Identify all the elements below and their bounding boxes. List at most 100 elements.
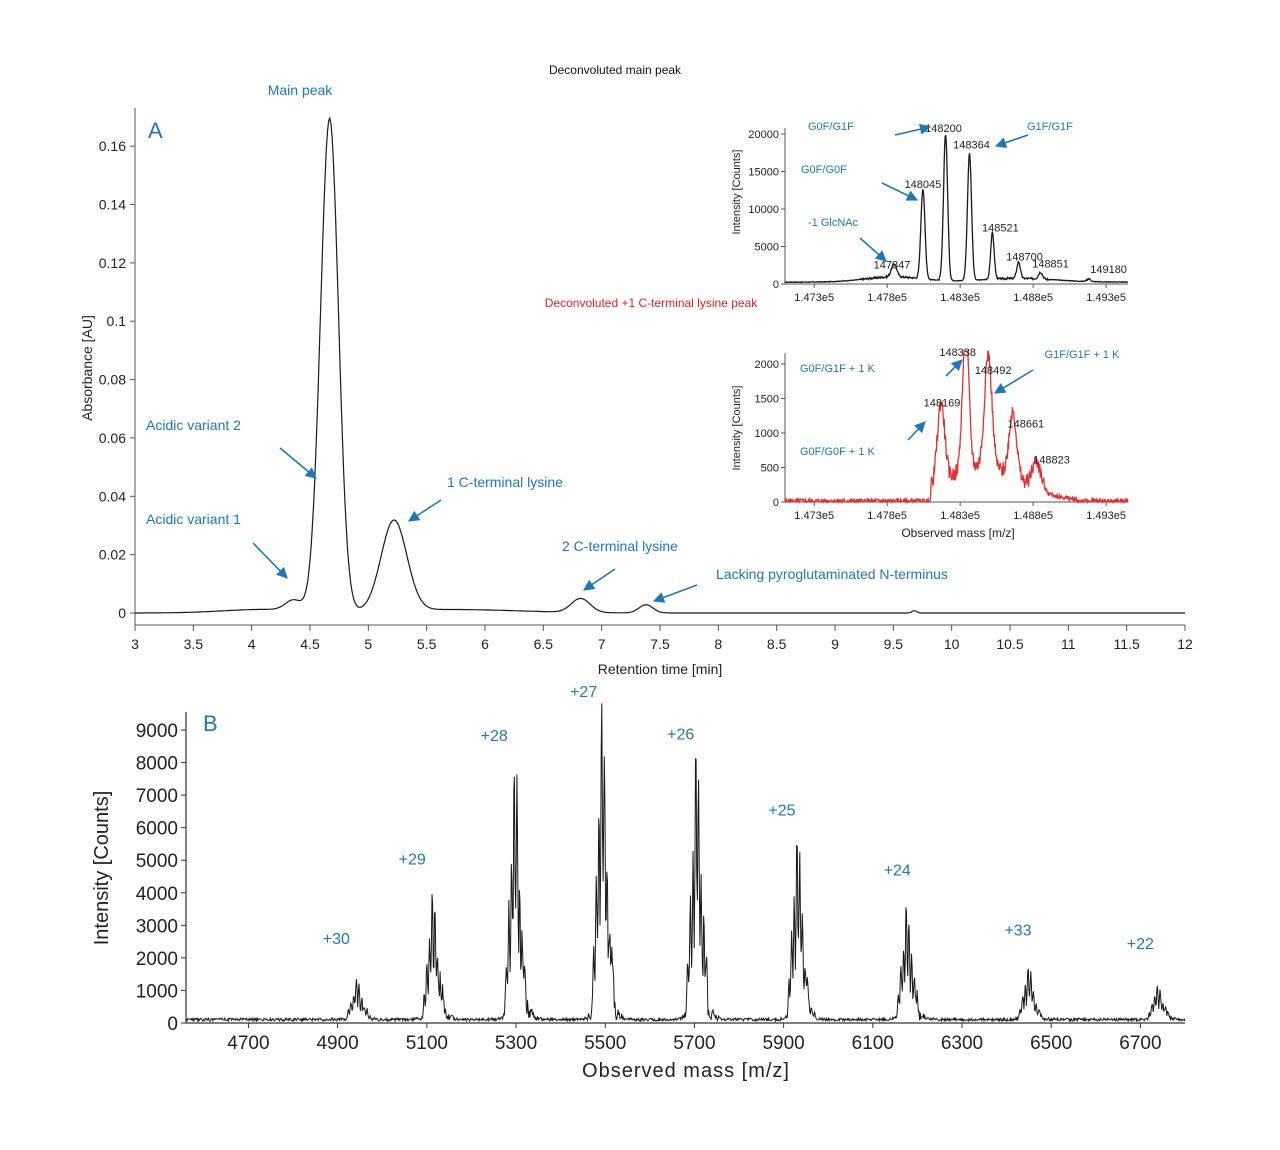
annotation-arrow — [583, 568, 616, 591]
inset-x-tick-label: 1.478e5 — [867, 292, 907, 304]
inset-x-tick-label: 1.493e5 — [1086, 510, 1126, 522]
inset-x-tick-label: 1.493e5 — [1086, 292, 1126, 304]
inset-annotation: G1F/G1F — [1027, 121, 1073, 133]
x-tick-label: 7.5 — [650, 636, 670, 652]
panel-b-label: B — [203, 711, 218, 736]
inset-annotation: -1 GlcNAc — [808, 217, 859, 229]
x-tick-label: 11.5 — [1114, 636, 1140, 652]
inset-peak-label: 148661 — [1007, 418, 1044, 430]
annotation-arrow — [252, 542, 288, 579]
y-tick-label: 9000 — [136, 721, 178, 742]
charge-state-label: +22 — [1127, 936, 1154, 953]
x-tick-label: 6300 — [941, 1033, 983, 1054]
x-tick-label: 4700 — [227, 1033, 269, 1054]
charge-state-label: +33 — [1004, 923, 1031, 940]
x-tick-label: 3 — [131, 636, 139, 652]
x-tick-label: 6700 — [1119, 1033, 1161, 1054]
inset-x-tick-label: 1.483e5 — [940, 510, 980, 522]
inset-annotation: G0F/G0F + 1 K — [800, 446, 876, 458]
x-tick-label: 8 — [714, 636, 722, 652]
charge-state-label: +25 — [768, 803, 795, 820]
inset-x-tick-label: 1.488e5 — [1013, 510, 1053, 522]
x-tick-label: 9.5 — [884, 636, 904, 652]
inset-y-tick-label: 10000 — [748, 204, 779, 216]
charge-state-label: +24 — [884, 863, 911, 880]
y-tick-label: 0 — [167, 1014, 178, 1035]
inset-y-tick-label: 15000 — [748, 167, 779, 179]
charge-state-label: +26 — [667, 726, 694, 743]
x-tick-label: 12 — [1177, 636, 1193, 652]
chromatogram-trace — [135, 116, 1185, 614]
charge-state-label: +28 — [481, 728, 508, 745]
inset-annotation-arrow — [881, 182, 919, 201]
inset-x-tick-label: 1.473e5 — [794, 510, 834, 522]
x-tick-label: 5.5 — [417, 636, 437, 652]
y-tick-label: 0 — [118, 605, 126, 621]
x-tick-label: 5900 — [762, 1033, 804, 1054]
inset-peak-label: 148338 — [939, 347, 976, 359]
inset-x-tick-label: 1.488e5 — [1013, 292, 1053, 304]
inset-peak-label: 149180 — [1090, 264, 1127, 276]
inset-bottom-ylabel: Intensity [Counts] — [731, 386, 743, 471]
x-tick-label: 6100 — [852, 1033, 894, 1054]
annotation-main-peak: Main peak — [268, 82, 334, 98]
charge-state-label: +27 — [570, 684, 597, 701]
x-tick-label: 5 — [364, 636, 372, 652]
inset-x-tick-label: 1.483e5 — [940, 292, 980, 304]
y-tick-label: 2000 — [136, 949, 178, 970]
y-tick-label: 6000 — [136, 819, 178, 840]
x-tick-label: 6 — [481, 636, 489, 652]
inset-title-lysine: Deconvoluted +1 C-terminal lysine peak — [545, 296, 758, 310]
panel-b-ylabel: Intensity [Counts] — [91, 791, 113, 946]
x-tick-label: 5100 — [406, 1033, 448, 1054]
annotation-2-c-terminal-lysine: 2 C-terminal lysine — [562, 538, 678, 554]
inset-y-tick-label: 0 — [773, 279, 779, 291]
annotation-acidic-variant-2: Acidic variant 2 — [146, 417, 241, 433]
x-tick-label: 6500 — [1030, 1033, 1072, 1054]
x-tick-label: 4900 — [316, 1033, 358, 1054]
inset-peak-label: 148823 — [1033, 454, 1070, 466]
inset-annotation: G1F/G1F + 1 K — [1045, 349, 1121, 361]
x-tick-label: 7 — [598, 636, 606, 652]
inset-annotation: G0F/G0F — [801, 164, 847, 176]
annotation-acidic-variant-1: Acidic variant 1 — [146, 511, 241, 527]
panel-a-ylabel: Absorbance [AU] — [79, 315, 95, 421]
y-tick-label: 0.12 — [99, 255, 126, 271]
y-tick-label: 8000 — [136, 754, 178, 775]
inset-y-tick-label: 2000 — [755, 359, 779, 371]
inset-y-tick-label: 20000 — [748, 129, 779, 141]
x-tick-label: 5500 — [584, 1033, 626, 1054]
panel-a-xlabel: Retention time [min] — [598, 661, 723, 677]
y-tick-label: 4000 — [136, 884, 178, 905]
inset-trace — [784, 350, 1129, 505]
inset-y-tick-label: 0 — [773, 497, 779, 509]
y-tick-label: 0.08 — [99, 372, 126, 388]
y-tick-label: 0.02 — [99, 547, 126, 563]
inset-title-main: Deconvoluted main peak — [549, 63, 682, 77]
x-tick-label: 11 — [1061, 636, 1076, 652]
x-tick-label: 10 — [944, 636, 960, 652]
inset-annotation-arrow — [994, 134, 1029, 149]
y-tick-label: 0.04 — [99, 488, 126, 504]
y-tick-label: 1000 — [136, 981, 178, 1002]
inset-y-tick-label: 1500 — [755, 393, 779, 405]
inset-annotation: G0F/G1F + 1 K — [800, 363, 876, 375]
x-tick-label: 5700 — [673, 1033, 715, 1054]
inset-annotation-arrow — [994, 369, 1034, 394]
inset-y-tick-label: 1000 — [755, 428, 779, 440]
x-tick-label: 3.5 — [184, 636, 204, 652]
mass-spectrum-trace — [185, 703, 1186, 1023]
panel-a-chart: 0 0.02 0.04 0.06 0.08 0.1 0.12 0.14 0.16 3 3.5 4 4.5… — [99, 82, 1193, 652]
panel-b-chart: 0 1000 2000 3000 4000 5000 6000 7000 8000 9000 470… — [136, 684, 1186, 1054]
charge-state-label: +29 — [399, 851, 426, 868]
x-tick-label: 9 — [831, 636, 839, 652]
x-tick-label: 6.5 — [534, 636, 554, 652]
annotation-lacking-pyroglutaminated: Lacking pyroglutaminated N-terminus — [716, 566, 948, 582]
y-tick-label: 5000 — [136, 851, 178, 872]
inset-x-tick-label: 1.473e5 — [794, 292, 834, 304]
y-tick-label: 0.06 — [99, 430, 126, 446]
charge-state-label: +30 — [323, 931, 350, 948]
y-tick-label: 7000 — [136, 786, 178, 807]
inset-peak-label: 147847 — [874, 259, 911, 271]
